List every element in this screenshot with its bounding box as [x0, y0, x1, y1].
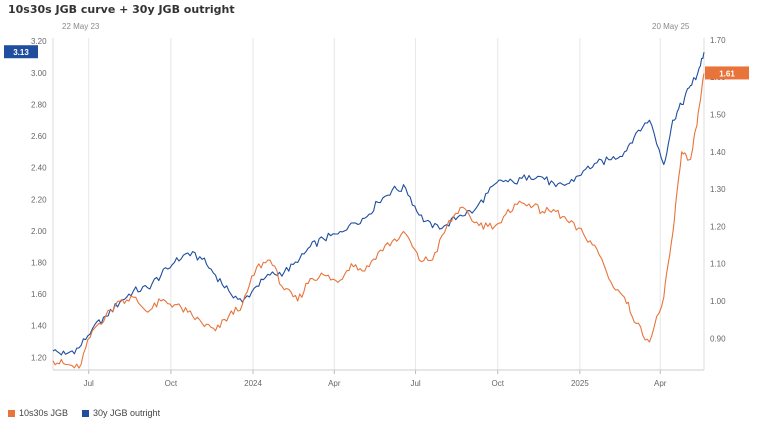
legend: 10s30s JGB 30y JGB outright — [8, 408, 160, 418]
left-tick-label: 2.20 — [31, 195, 47, 204]
legend-swatch-10s30s — [8, 409, 15, 417]
series-line-30y — [52, 52, 705, 356]
left-tick-label: 2.40 — [31, 164, 47, 173]
legend-item-10s30s[interactable]: 10s30s JGB — [8, 408, 68, 418]
x-tick-label: Apr — [328, 379, 341, 388]
right-tick-label: 1.30 — [710, 185, 726, 194]
left-tick-label: 1.20 — [31, 353, 47, 362]
legend-swatch-30y — [82, 409, 90, 417]
left-tick-label: 1.60 — [31, 290, 47, 299]
legend-item-30y[interactable]: 30y JGB outright — [82, 408, 160, 418]
last-value-label-10s30s: 1.61 — [719, 69, 735, 78]
x-tick-label: Jul — [84, 379, 94, 388]
series-line-10s30s — [52, 73, 705, 369]
legend-label-10s30s: 10s30s JGB — [19, 408, 69, 418]
last-value-label-30y: 3.13 — [13, 48, 29, 57]
left-tick-label: 1.40 — [31, 322, 47, 331]
right-tick-label: 0.90 — [710, 334, 726, 343]
x-tick-label: 2024 — [244, 379, 262, 388]
legend-label-30y: 30y JGB outright — [93, 408, 161, 418]
right-tick-label: 1.00 — [710, 297, 726, 306]
last-value-tag-30y — [4, 45, 38, 59]
start-date-label: 22 May 23 — [62, 22, 100, 31]
left-tick-label: 2.00 — [31, 227, 47, 236]
right-tick-label: 1.20 — [710, 222, 726, 231]
left-tick-label: 1.80 — [31, 258, 47, 267]
chart-title: 10s30s JGB curve + 30y JGB outright — [8, 3, 235, 16]
x-tick-label: Oct — [491, 379, 504, 388]
right-tick-label: 1.40 — [710, 148, 726, 157]
right-tick-label: 1.50 — [710, 110, 726, 119]
x-tick-label: Jul — [410, 379, 420, 388]
right-tick-label: 1.10 — [710, 260, 726, 269]
x-tick-label: Oct — [165, 379, 178, 388]
left-tick-label: 2.60 — [31, 132, 47, 141]
last-value-tag-10s30s — [705, 66, 749, 80]
end-date-label: 20 May 25 — [652, 22, 690, 31]
right-tick-label: 1.70 — [710, 36, 726, 45]
left-tick-label: 2.80 — [31, 100, 47, 109]
x-tick-label: Apr — [654, 379, 667, 388]
left-tick-label: 3.20 — [31, 37, 47, 46]
left-tick-label: 3.00 — [31, 69, 47, 78]
x-tick-label: 2025 — [571, 379, 589, 388]
